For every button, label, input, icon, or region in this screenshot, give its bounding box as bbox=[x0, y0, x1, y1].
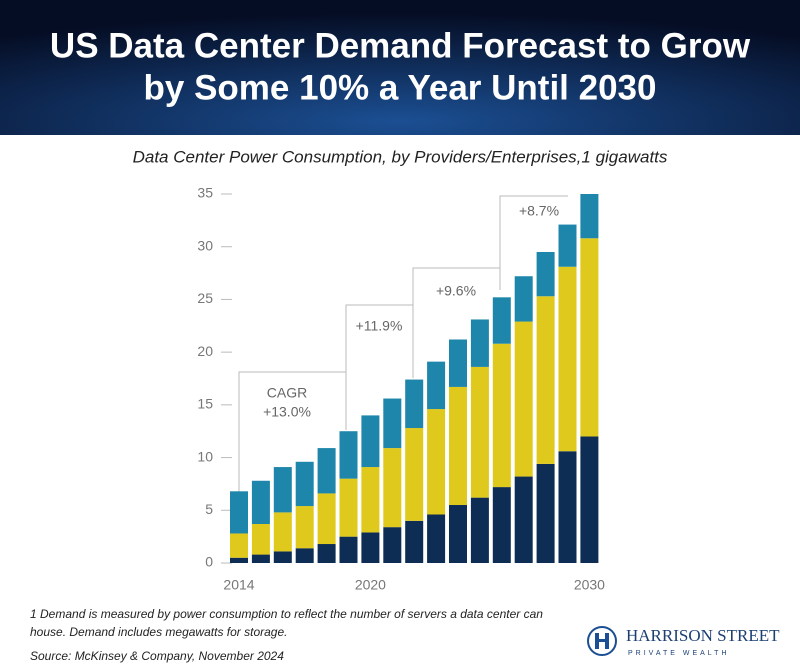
y-tick-label: 25 bbox=[197, 290, 213, 306]
bar-segment bbox=[230, 533, 248, 558]
bar-segment bbox=[492, 343, 511, 488]
bar-segment bbox=[317, 493, 336, 545]
bar-segment bbox=[427, 409, 446, 515]
x-tick-label: 2030 bbox=[574, 577, 605, 593]
bar-segment bbox=[449, 339, 467, 387]
bar-segment bbox=[580, 238, 599, 437]
bar-segment bbox=[514, 321, 533, 477]
bar-segment bbox=[383, 398, 402, 449]
bar-segment bbox=[536, 296, 555, 464]
bar-segment bbox=[492, 487, 511, 563]
bar-segment bbox=[580, 436, 599, 563]
bar-segment bbox=[558, 266, 577, 452]
annotation: CAGR bbox=[267, 385, 307, 401]
footnote: 1 Demand is measured by power consumptio… bbox=[30, 607, 543, 621]
bar-segment bbox=[339, 431, 358, 479]
bar-segment bbox=[449, 505, 467, 563]
annotation: +9.6% bbox=[436, 283, 476, 299]
bar-segment bbox=[514, 476, 533, 563]
bar-segment bbox=[251, 523, 270, 555]
bar-segment bbox=[361, 415, 380, 468]
cagr-brackets bbox=[238, 195, 568, 492]
bar-segment bbox=[317, 544, 336, 563]
bar-segment bbox=[361, 532, 380, 563]
subtitle: Data Center Power Consumption, by Provid… bbox=[133, 147, 668, 166]
bar-segment bbox=[273, 467, 292, 513]
bar-segment bbox=[339, 536, 358, 563]
bar-segment bbox=[295, 461, 314, 507]
header bbox=[0, 0, 800, 135]
bar-segment bbox=[361, 467, 380, 533]
bar-segment bbox=[427, 514, 446, 563]
bar-segment bbox=[273, 512, 292, 552]
bar-segment bbox=[470, 319, 489, 367]
x-tick-label: 2014 bbox=[223, 577, 254, 593]
bar-segment bbox=[405, 520, 424, 563]
y-tick-label: 5 bbox=[205, 501, 213, 517]
bar-segment bbox=[492, 297, 511, 344]
title: by Some 10% a Year Until 2030 bbox=[144, 68, 657, 107]
bar-segment bbox=[470, 366, 489, 498]
bar-segment bbox=[558, 451, 577, 563]
y-tick-label: 0 bbox=[205, 554, 213, 570]
bar-segment bbox=[295, 506, 314, 549]
bar-segment bbox=[514, 276, 533, 322]
bar-segment bbox=[230, 557, 248, 563]
bar-segment bbox=[251, 554, 270, 563]
bar-segment bbox=[536, 463, 555, 563]
logo-text: HARRISON STREET bbox=[626, 626, 780, 645]
bar-segment bbox=[470, 497, 489, 563]
bar-segment bbox=[449, 386, 467, 506]
bar-segment bbox=[339, 478, 358, 537]
logo-icon bbox=[587, 626, 617, 656]
bar-segment bbox=[405, 428, 424, 521]
bar-segment bbox=[251, 480, 270, 524]
footnote: house. Demand includes megawatts for sto… bbox=[30, 625, 287, 639]
bar-segment bbox=[383, 527, 402, 563]
y-tick-label: 30 bbox=[197, 237, 213, 253]
bar-segment bbox=[230, 491, 248, 534]
title: US Data Center Demand Forecast to Grow bbox=[50, 26, 751, 65]
logo-subtext: PRIVATE WEALTH bbox=[628, 650, 730, 657]
x-tick-label: 2020 bbox=[355, 577, 386, 593]
y-tick-label: 20 bbox=[197, 343, 213, 359]
y-tick-label: 15 bbox=[197, 396, 213, 412]
annotation: +13.0% bbox=[263, 404, 311, 420]
y-tick-label: 35 bbox=[197, 185, 213, 201]
annotation: +8.7% bbox=[519, 203, 559, 219]
source: Source: McKinsey & Company, November 202… bbox=[30, 649, 284, 663]
bar-segment bbox=[427, 361, 446, 410]
bar-segment bbox=[405, 379, 424, 429]
bar-segment bbox=[383, 448, 402, 528]
bar-segment bbox=[273, 551, 292, 563]
bar-segment bbox=[317, 448, 336, 494]
bar-segment bbox=[580, 194, 599, 239]
annotation: +11.9% bbox=[356, 318, 403, 334]
y-tick-label: 10 bbox=[197, 448, 213, 464]
bar-segment bbox=[295, 548, 314, 563]
bar-segment bbox=[536, 251, 555, 297]
bar-segment bbox=[558, 224, 577, 267]
